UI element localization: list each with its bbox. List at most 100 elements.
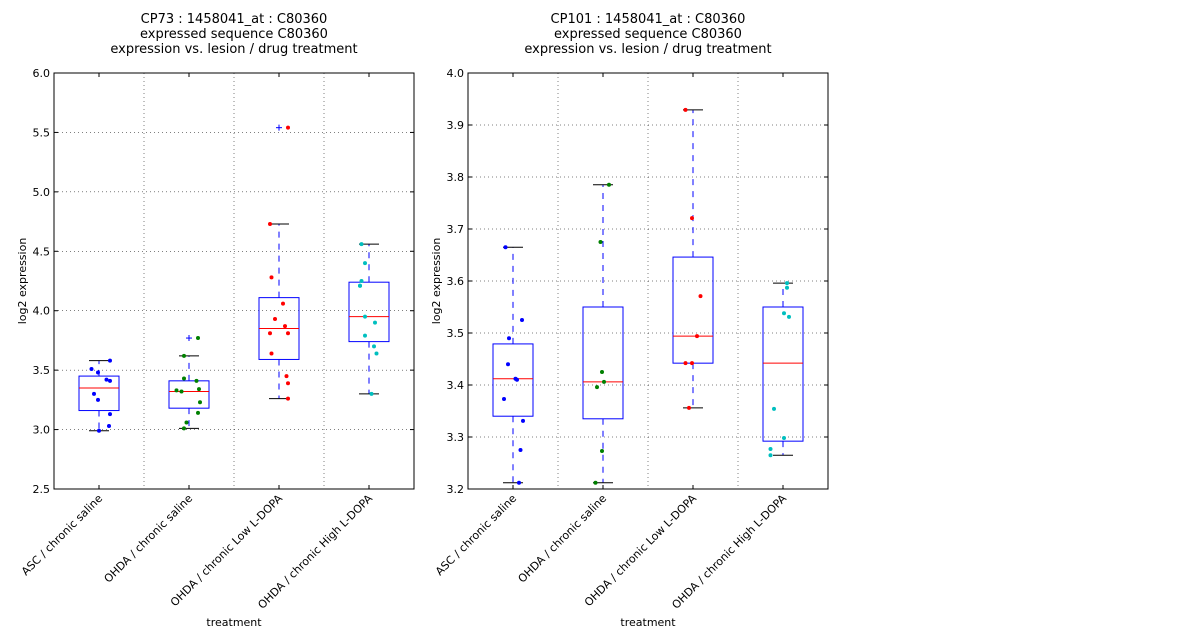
data-point — [683, 107, 688, 112]
x-tick-label: OHDA / chronic saline — [516, 492, 610, 586]
data-point — [96, 397, 100, 402]
chart-title-line-1: CP101 : 1458041_at : C80360 — [551, 12, 746, 27]
data-point — [503, 245, 508, 250]
data-point — [787, 314, 791, 319]
data-point — [768, 446, 773, 451]
y-tick-label: 2.5 — [33, 483, 51, 496]
data-point — [502, 397, 506, 402]
y-tick-label: 4.5 — [33, 245, 51, 258]
x-tick-label: ASC / chronic saline — [19, 492, 105, 578]
y-tick-label: 3.8 — [447, 171, 465, 184]
data-point — [108, 358, 112, 363]
data-point — [373, 320, 377, 325]
data-point — [89, 366, 94, 371]
data-point — [506, 362, 510, 367]
data-point — [521, 418, 525, 423]
box-1 — [492, 246, 534, 484]
data-point — [268, 331, 272, 336]
box-2 — [168, 335, 210, 429]
data-point — [782, 436, 786, 441]
data-point — [197, 387, 201, 392]
data-point — [374, 351, 379, 356]
data-point — [595, 385, 599, 390]
y-tick-label: 4.0 — [447, 67, 465, 80]
y-axis-label: log2 expression — [16, 238, 29, 325]
box-4 — [348, 243, 390, 395]
y-tick-label: 3.4 — [447, 379, 465, 392]
box-iqr — [78, 375, 120, 412]
data-point — [369, 391, 374, 396]
y-tick-label: 3.7 — [447, 223, 465, 236]
data-point — [359, 242, 364, 247]
data-point — [782, 311, 786, 316]
data-point — [359, 279, 364, 283]
data-point — [281, 301, 285, 306]
y-tick-label: 3.9 — [447, 119, 465, 132]
chart-cp73: CP73 : 1458041_at : C80360 expressed seq… — [16, 12, 415, 629]
data-point — [196, 336, 200, 341]
data-point — [785, 285, 789, 290]
data-point — [182, 376, 186, 381]
chart-cp101: CP101 : 1458041_at : C80360 expressed se… — [430, 12, 829, 629]
x-axis-label: treatment — [206, 616, 262, 629]
data-point — [182, 426, 186, 431]
data-point — [687, 405, 691, 410]
data-point — [286, 331, 290, 336]
data-point — [607, 182, 611, 187]
y-tick-label: 6.0 — [33, 67, 51, 80]
box-iqr — [348, 281, 390, 343]
chart-title-line-1: CP73 : 1458041_at : C80360 — [141, 12, 328, 27]
y-tick-label: 3.3 — [447, 431, 465, 444]
data-point — [179, 389, 184, 394]
data-point — [283, 324, 287, 329]
box-iqr — [762, 306, 804, 442]
data-point — [600, 370, 604, 374]
points-group-4 — [358, 242, 379, 396]
data-point — [97, 428, 101, 433]
box-iqr — [672, 256, 714, 364]
data-point — [107, 424, 111, 429]
data-point — [600, 449, 604, 454]
data-point — [363, 314, 367, 319]
data-point — [269, 275, 274, 280]
x-tick-label: OHDA / chronic saline — [102, 492, 196, 586]
data-point — [698, 294, 703, 299]
data-point — [772, 406, 776, 411]
data-point — [108, 378, 112, 383]
box-iqr — [492, 343, 534, 417]
data-point — [104, 377, 109, 382]
box-iqr — [582, 306, 624, 420]
data-point — [602, 379, 606, 384]
data-point — [196, 410, 200, 415]
data-point — [184, 420, 189, 425]
chart-title-line-3: expression vs. lesion / drug treatment — [524, 42, 771, 57]
data-point — [284, 374, 289, 379]
data-point — [108, 412, 112, 417]
points-group-3 — [268, 125, 290, 401]
data-point — [96, 370, 100, 375]
data-point — [785, 281, 789, 286]
data-point — [695, 334, 699, 339]
y-tick-label: 5.0 — [33, 186, 51, 199]
y-tick-label: 3.2 — [447, 483, 465, 496]
data-point — [363, 333, 367, 338]
data-point — [372, 344, 376, 349]
box-2 — [582, 184, 624, 484]
data-point — [507, 336, 511, 341]
data-point — [286, 125, 290, 130]
data-point — [598, 240, 603, 244]
points-group-2 — [174, 336, 202, 431]
data-point — [518, 448, 523, 452]
y-tick-label: 3.5 — [447, 327, 465, 340]
points-group-4 — [768, 281, 791, 458]
chart-title-line-2: expressed sequence C80360 — [140, 27, 328, 42]
axes-frame — [53, 72, 415, 490]
gridlines — [468, 73, 828, 489]
data-point — [92, 391, 96, 396]
data-point — [683, 361, 688, 366]
points-group-2 — [593, 182, 611, 485]
data-point — [515, 377, 519, 382]
chart-title-line-3: expression vs. lesion / drug treatment — [110, 42, 357, 57]
data-point — [520, 318, 524, 322]
data-point — [286, 396, 290, 401]
